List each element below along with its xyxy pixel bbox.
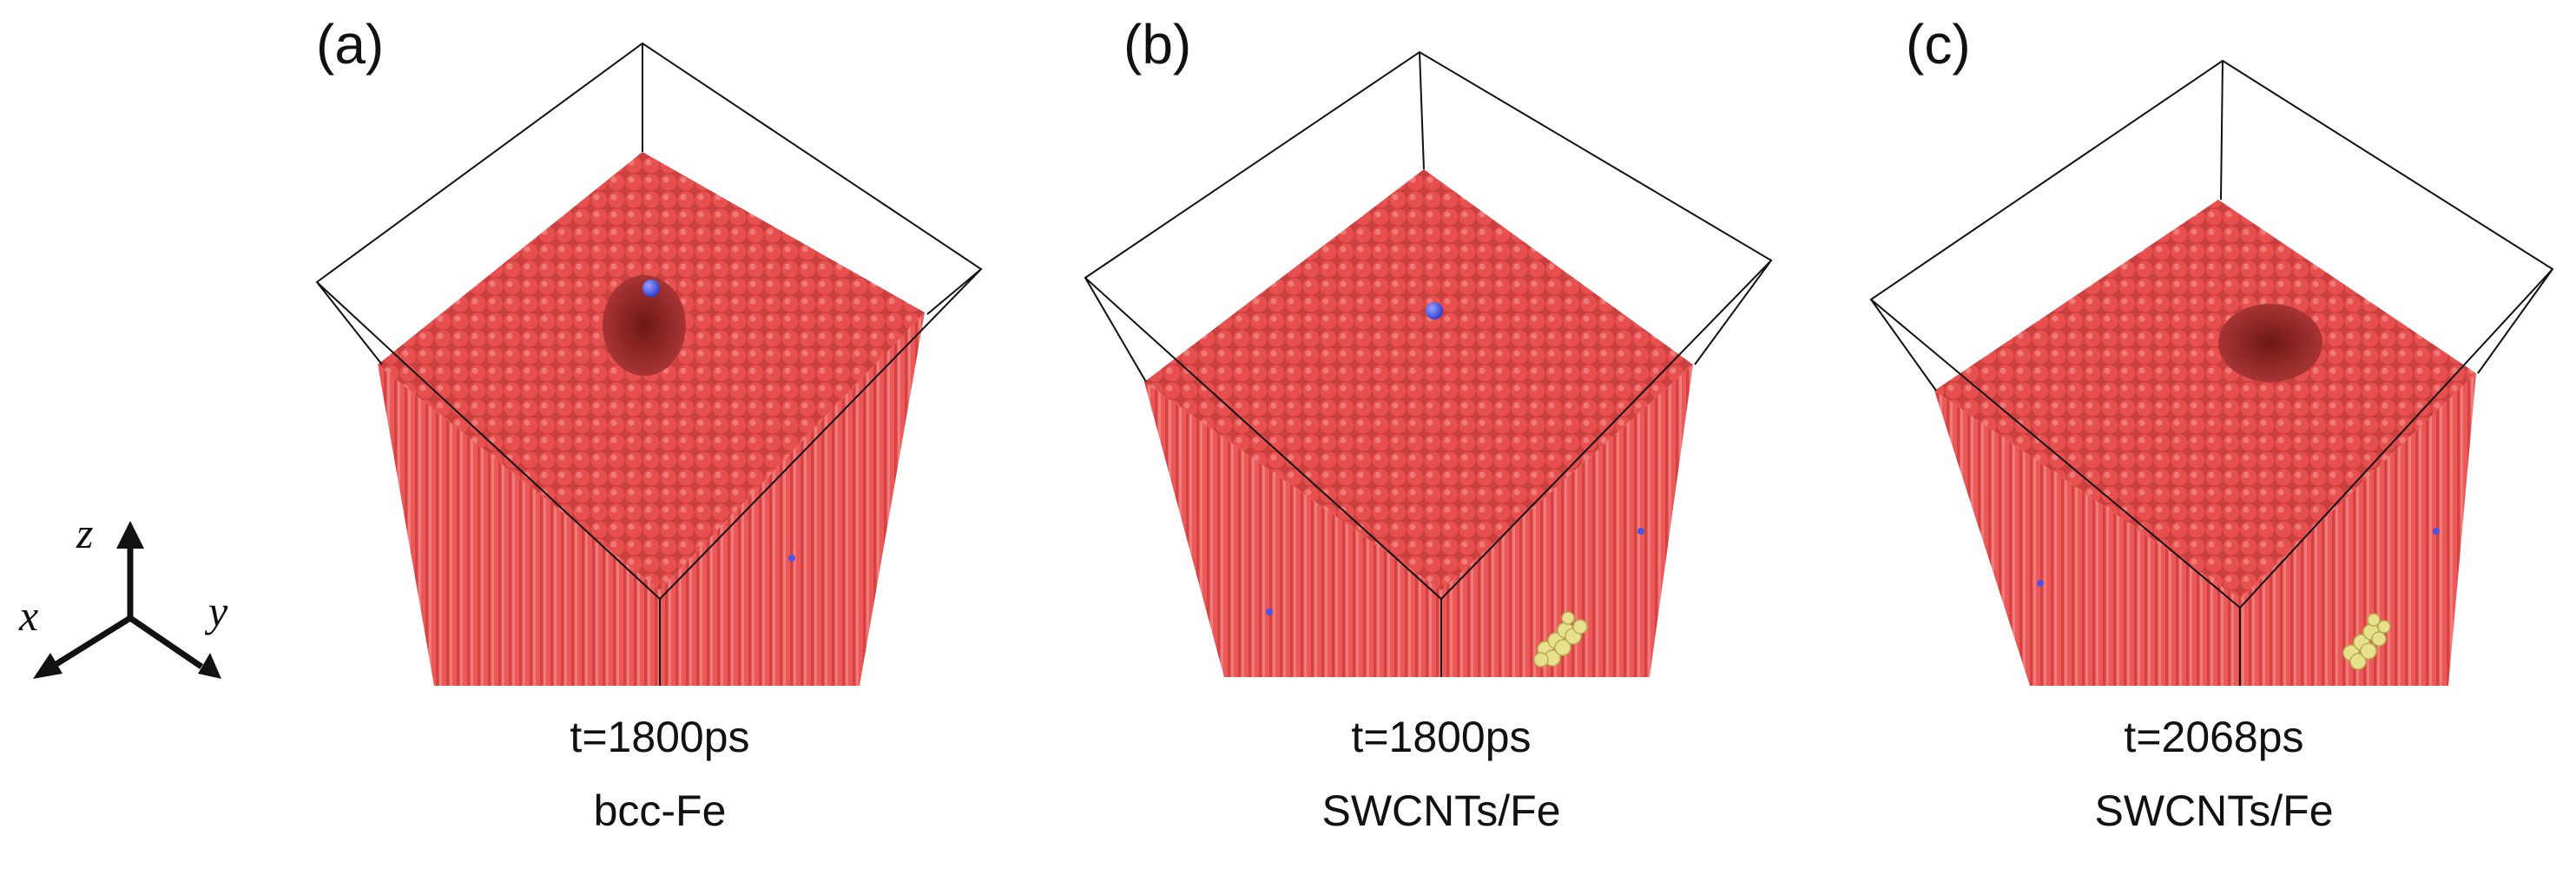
panel-c-left-face	[1934, 391, 2240, 686]
panel-b-swcnt	[1533, 611, 1588, 668]
panel-c-simulation-box	[1869, 59, 2554, 686]
panel-b-material: SWCNTs/Fe	[1321, 786, 1561, 835]
panel-label-c: (c)	[1906, 13, 1971, 76]
panel-b-left-face	[1144, 382, 1441, 677]
panel-a-pka-atom	[642, 280, 660, 297]
panel-c-structure	[1869, 59, 2554, 686]
panel-b-time: t=1800ps	[1351, 713, 1532, 761]
panel-c-cavity	[2218, 304, 2322, 382]
x-axis-label: x	[19, 591, 39, 640]
panel-a-cavity	[603, 275, 686, 376]
z-axis-label: z	[76, 509, 94, 557]
panel-c-material: SWCNTs/Fe	[2094, 786, 2334, 835]
panel-c-time: t=2068ps	[2124, 713, 2304, 761]
panel-b-pka-atom	[1426, 302, 1443, 319]
panel-b-structure	[1084, 50, 1773, 677]
coordinate-axes	[33, 521, 221, 679]
panel-b-right-face	[1441, 365, 1693, 677]
panel-a-right-face	[660, 312, 925, 686]
panel-label-a: (a)	[316, 13, 385, 76]
y-axis-arrow	[128, 615, 203, 669]
panel-a-simulation-box	[315, 42, 983, 686]
y-axis-label: y	[208, 587, 228, 635]
panel-a-left-face	[378, 365, 660, 686]
panel-c-right-face	[2240, 373, 2476, 686]
panel-label-b: (b)	[1123, 13, 1192, 76]
panel-b-simulation-box	[1084, 50, 1773, 677]
panel-a-material: bcc-Fe	[593, 786, 727, 835]
panel-b-top-face	[1144, 169, 1693, 590]
panel-c-swcnt	[2342, 613, 2391, 670]
x-axis-arrow	[50, 615, 132, 669]
panel-a-structure	[315, 42, 983, 686]
panel-a-time: t=1800ps	[570, 713, 750, 761]
